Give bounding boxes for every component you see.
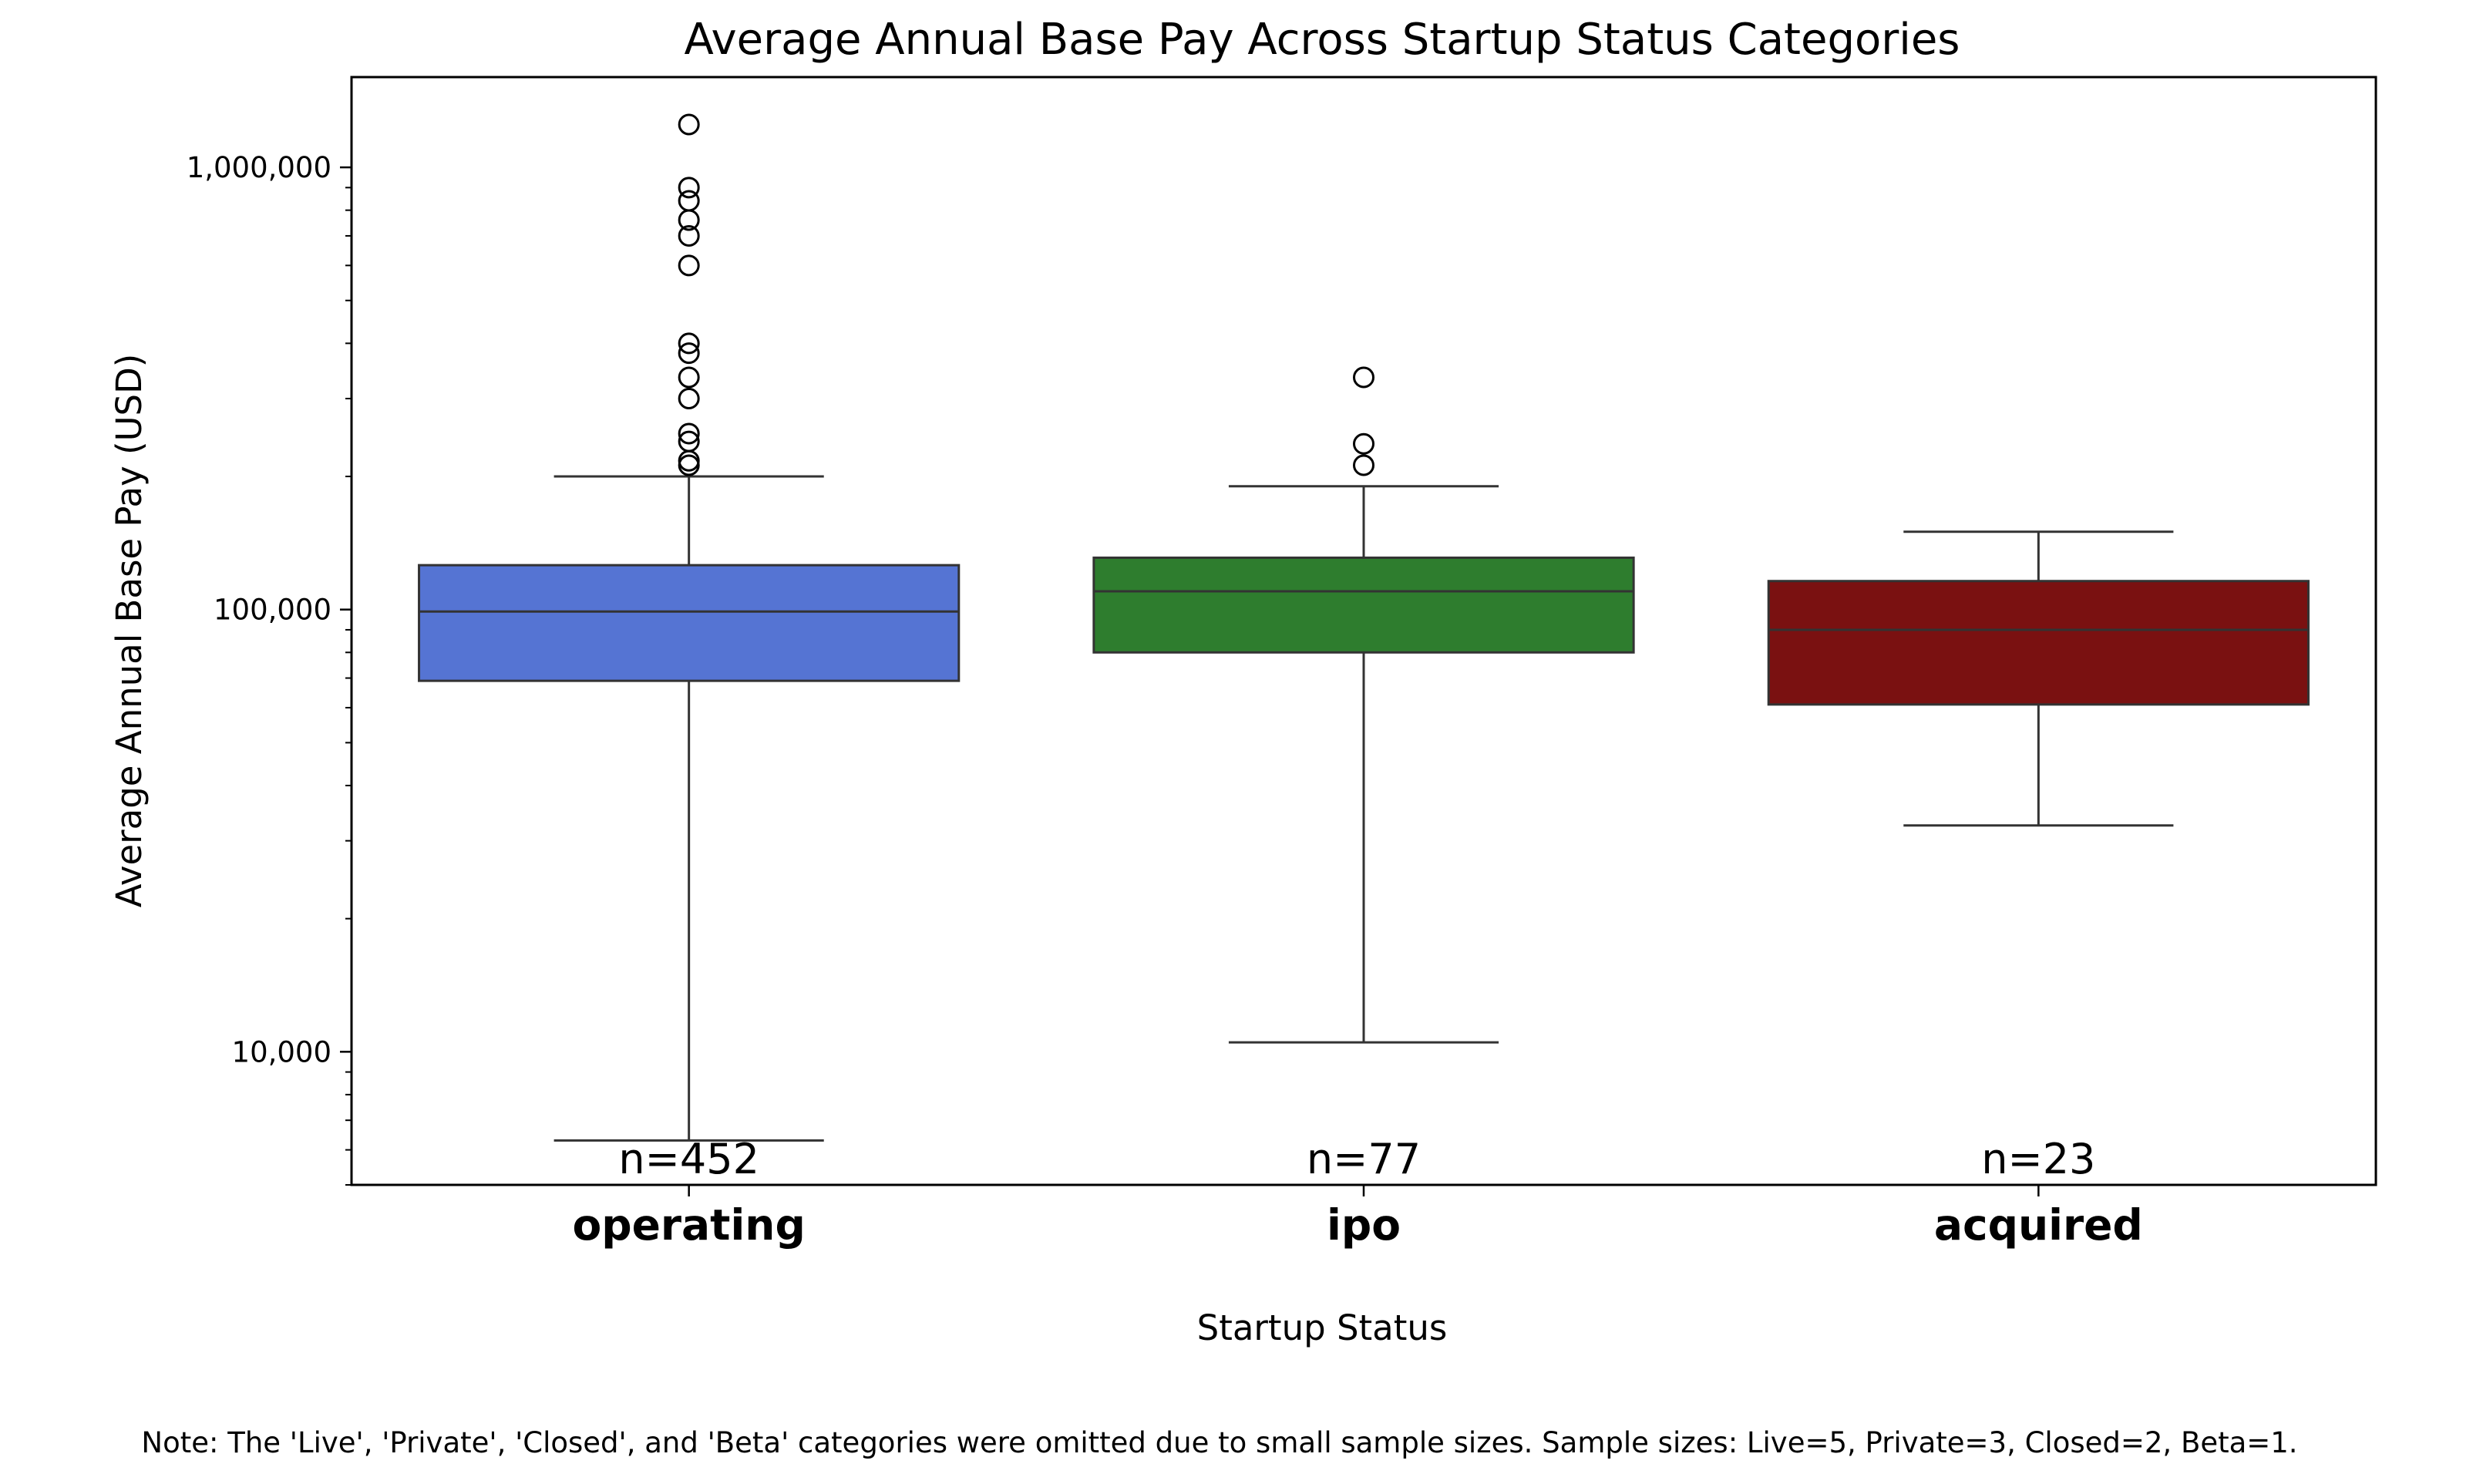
outlier-point	[678, 430, 700, 453]
outlier-point	[678, 366, 700, 389]
box-group-ipo: n=77 ipo	[1092, 366, 1635, 1250]
outlier-point	[678, 254, 700, 277]
outlier-point	[1353, 432, 1374, 455]
x-tick-label: acquired	[1934, 1200, 2143, 1250]
box-iqr	[1092, 556, 1635, 654]
plot-frame	[350, 76, 2377, 1186]
plot-area: 10,000 100,000 1,000,000 n=452 operating n=77…	[187, 76, 2377, 1250]
chart-title: Average Annual Base Pay Across Startup S…	[685, 15, 1960, 65]
box-iqr	[418, 564, 961, 682]
outlier-point	[678, 454, 700, 476]
box-iqr	[1767, 580, 2310, 706]
outlier-point	[1353, 366, 1374, 389]
x-tick-label: operating	[572, 1200, 805, 1250]
y-tick-label: 10,000	[232, 1035, 331, 1068]
y-tick-label: 100,000	[214, 594, 331, 627]
outlier-point	[678, 113, 700, 136]
outlier-point	[1353, 454, 1374, 476]
outlier-point	[678, 177, 700, 199]
outlier-point	[678, 388, 700, 410]
outlier-point	[678, 449, 700, 472]
sample-size-label: n=77	[1307, 1135, 1421, 1183]
outlier-point	[678, 190, 700, 212]
outlier-point	[678, 422, 700, 445]
y-axis-label: Average Annual Base Pay (USD)	[109, 354, 150, 908]
sample-size-label: n=452	[618, 1135, 759, 1183]
outlier-point	[678, 342, 700, 365]
outlier-point	[678, 332, 700, 355]
y-tick-label: 1,000,000	[187, 151, 331, 184]
x-tick-label: ipo	[1327, 1200, 1401, 1250]
sample-size-label: n=23	[1981, 1135, 2095, 1183]
x-axis-label: Startup Status	[1197, 1307, 1448, 1348]
outlier-point	[678, 224, 700, 247]
box-group-operating: n=452 operating	[418, 113, 961, 1250]
footnote: Note: The 'Live', 'Private', 'Closed', a…	[141, 1426, 2297, 1459]
box-group-acquired: n=23 acquired	[1767, 530, 2310, 1250]
